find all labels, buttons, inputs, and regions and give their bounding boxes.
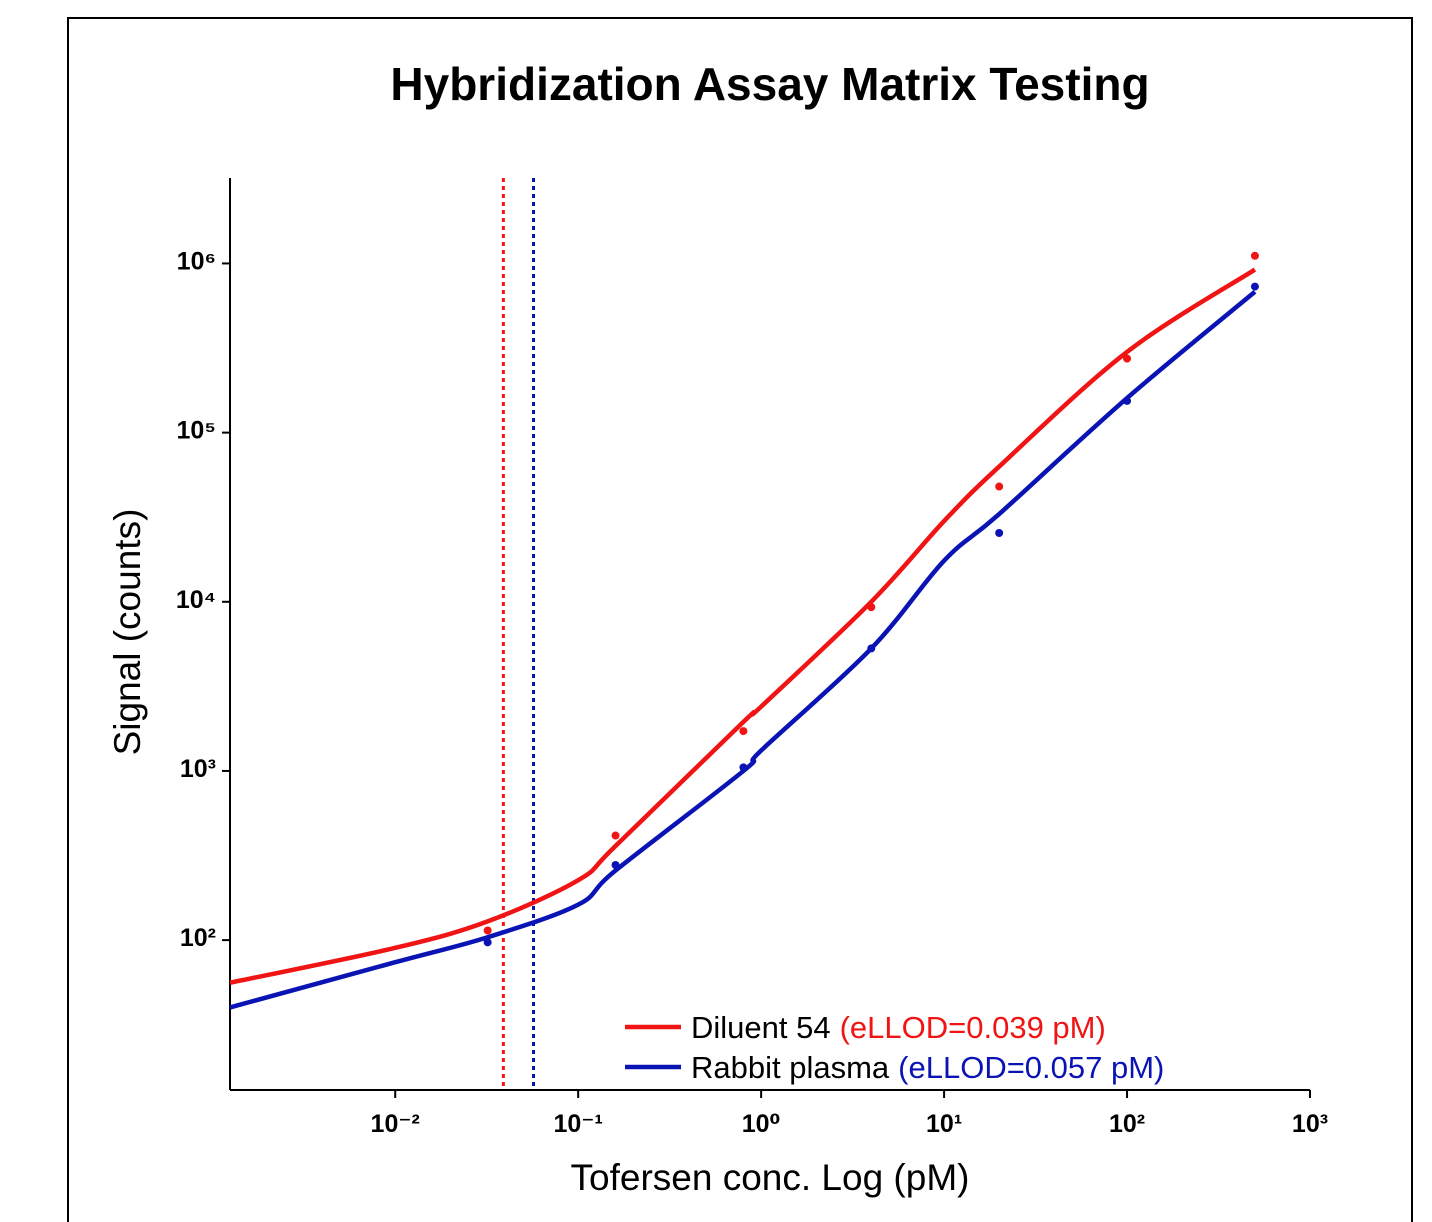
data-point xyxy=(483,926,492,935)
data-point xyxy=(867,603,876,612)
y-tick-label: 10⁴ xyxy=(176,586,216,614)
y-axis-label: Signal (counts) xyxy=(107,509,148,756)
data-point xyxy=(867,644,876,653)
data-point xyxy=(995,482,1004,491)
data-point xyxy=(1250,251,1259,260)
data-point xyxy=(995,529,1004,538)
data-point xyxy=(739,763,748,772)
legend-entry: Diluent 54 (eLLOD=0.039 pM) xyxy=(691,1010,1106,1045)
data-point xyxy=(1123,354,1132,363)
x-tick-label: 10¹ xyxy=(926,1110,962,1138)
x-tick-label: 10⁻¹ xyxy=(554,1110,603,1138)
y-tick-label: 10² xyxy=(180,924,216,952)
y-tick-label: 10⁶ xyxy=(177,247,216,275)
x-tick-label: 10³ xyxy=(1292,1110,1328,1138)
fit-curve xyxy=(229,290,1257,1010)
legend-annotation: (eLLOD=0.039 pM) xyxy=(840,1010,1106,1045)
data-point xyxy=(611,860,620,869)
frame xyxy=(67,17,1413,1222)
chart-title: Hybridization Assay Matrix Testing xyxy=(390,58,1149,110)
x-tick-label: 10² xyxy=(1109,1110,1145,1138)
y-tick-label: 10³ xyxy=(180,755,216,783)
x-tick-label: 10⁻² xyxy=(371,1110,420,1138)
data-point xyxy=(1123,396,1132,405)
data-point xyxy=(739,727,748,736)
data-point xyxy=(483,938,492,947)
data-point xyxy=(1250,282,1259,291)
legend-name: Diluent 54 xyxy=(691,1010,831,1045)
data-point xyxy=(611,831,620,840)
x-axis-label: Tofersen conc. Log (pM) xyxy=(571,1157,970,1198)
y-tick-label: 10⁵ xyxy=(176,417,216,445)
legend-annotation: (eLLOD=0.057 pM) xyxy=(898,1050,1164,1085)
fit-curve xyxy=(229,267,1257,985)
legend-name: Rabbit plasma xyxy=(691,1050,890,1085)
legend-entry: Rabbit plasma (eLLOD=0.057 pM) xyxy=(691,1050,1164,1085)
x-tick-label: 10⁰ xyxy=(742,1110,781,1138)
